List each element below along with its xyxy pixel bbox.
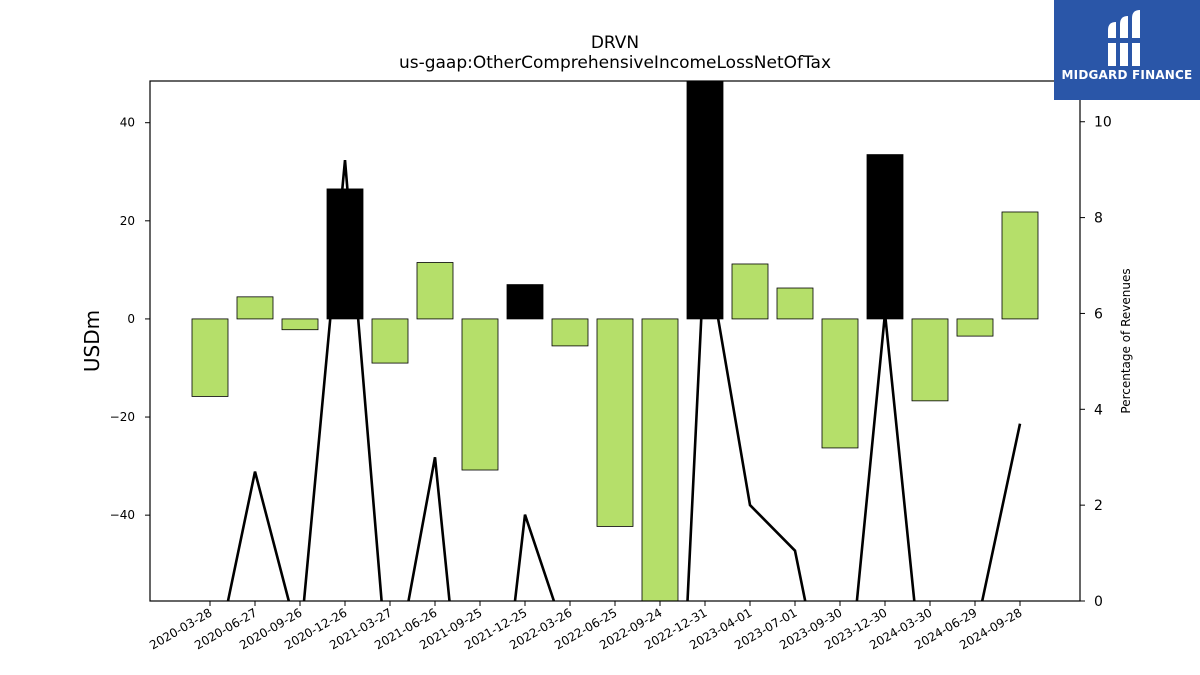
bar-2022-06-25 bbox=[596, 318, 634, 527]
y-axis-right: 0 2 4 6 8 10 bbox=[1080, 115, 1112, 610]
chart-subtitle: us-gaap:OtherComprehensiveIncomeLossNetO… bbox=[399, 53, 831, 73]
y-tick-label: −40 bbox=[110, 508, 135, 522]
y2-tick-label: 0 bbox=[1094, 594, 1103, 610]
y2-tick-label: 4 bbox=[1094, 402, 1103, 418]
y2-tick-label: 2 bbox=[1094, 498, 1103, 514]
bar-2024-09-28 bbox=[1001, 211, 1039, 320]
bar-2024-06-29 bbox=[956, 318, 994, 337]
line-group bbox=[226, 159, 1022, 602]
bar-2021-12-25 bbox=[506, 284, 544, 320]
y-axis-left: −40 −20 0 20 40 bbox=[110, 116, 150, 522]
bar-2020-06-27 bbox=[236, 296, 274, 320]
bar-group bbox=[191, 80, 1039, 602]
logo-mark-icon bbox=[1108, 10, 1140, 66]
y-tick-label: 0 bbox=[127, 312, 135, 326]
bar-2020-09-26 bbox=[281, 318, 319, 331]
bar-2022-03-26 bbox=[551, 318, 589, 347]
bar-2021-06-26 bbox=[416, 262, 454, 320]
bar-2022-12-31 bbox=[686, 80, 724, 320]
x-axis: 2020-03-282020-06-272020-09-262020-12-26… bbox=[147, 601, 1025, 652]
y2-tick-label: 8 bbox=[1094, 211, 1103, 227]
chart-title: DRVN bbox=[591, 33, 639, 53]
y-tick-label: 40 bbox=[120, 116, 135, 130]
plot-frame bbox=[149, 80, 1081, 602]
y-tick-label: 20 bbox=[120, 214, 135, 228]
bar-2023-04-01 bbox=[731, 263, 769, 320]
bar-2024-03-30 bbox=[911, 318, 949, 402]
y2-axis-label: Percentage of Revenues bbox=[1119, 268, 1133, 413]
y-tick-label: −20 bbox=[110, 410, 135, 424]
bar-2021-03-27 bbox=[371, 318, 409, 364]
bar-2022-09-24 bbox=[641, 318, 679, 602]
logo: MIDGARD FINANCE bbox=[1054, 0, 1200, 100]
bar-2023-09-30 bbox=[821, 318, 859, 449]
y2-tick-label: 10 bbox=[1094, 115, 1112, 131]
bar-2023-07-01 bbox=[776, 287, 814, 320]
revenue-percentage-line bbox=[226, 159, 1022, 602]
y-axis-label: USDm bbox=[80, 310, 104, 372]
bar-2023-12-30 bbox=[866, 154, 904, 320]
logo-text: MIDGARD FINANCE bbox=[1061, 68, 1193, 82]
bar-2021-09-25 bbox=[461, 318, 499, 471]
y2-tick-label: 6 bbox=[1094, 306, 1103, 322]
bar-2020-03-28 bbox=[191, 318, 229, 397]
